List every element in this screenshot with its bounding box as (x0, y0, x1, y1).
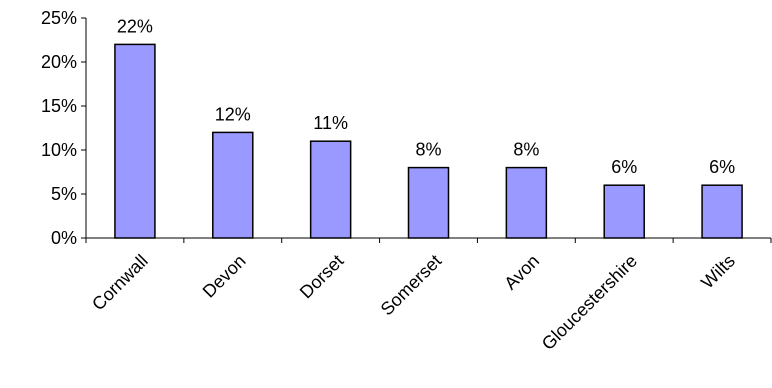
data-label-avon: 8% (513, 140, 539, 160)
y-tick-label: 20% (41, 52, 77, 72)
data-label-wilts: 6% (709, 157, 735, 177)
data-label-gloucestershire: 6% (611, 157, 637, 177)
category-label-devon: Devon (199, 251, 250, 302)
category-label-wilts: Wilts (697, 251, 739, 293)
data-label-devon: 12% (215, 104, 251, 124)
bar-cornwall (114, 43, 156, 239)
data-label-cornwall: 22% (117, 16, 153, 36)
data-labels: 22% 12% 11% 8% 8% 6% 6% (117, 16, 735, 177)
bar-avon (505, 166, 548, 239)
y-tick-label: 0% (51, 228, 77, 248)
y-tick-label: 5% (51, 184, 77, 204)
category-label-gloucestershire: Gloucestershire (538, 251, 641, 354)
y-tick-label: 25% (41, 8, 77, 28)
y-tick-label: 15% (41, 96, 77, 116)
category-label-dorset: Dorset (296, 251, 348, 303)
category-label-cornwall: Cornwall (88, 251, 152, 315)
category-label-avon: Avon (500, 251, 543, 294)
bar-somerset (407, 166, 450, 239)
y-axis: 0% 5% 10% 15% 20% 25% (41, 8, 87, 248)
bars (114, 43, 743, 239)
bar-wilts (701, 184, 743, 239)
bar-gloucestershire (603, 184, 645, 239)
bar-devon (212, 131, 254, 239)
data-label-somerset: 8% (415, 140, 441, 160)
y-tick-label: 10% (41, 140, 77, 160)
data-label-dorset: 11% (313, 113, 348, 133)
category-labels: Cornwall Devon Dorset Somerset AvonGlouceste… (88, 251, 739, 354)
bar-dorset (309, 140, 352, 239)
category-label-somerset: Somerset (377, 251, 446, 320)
